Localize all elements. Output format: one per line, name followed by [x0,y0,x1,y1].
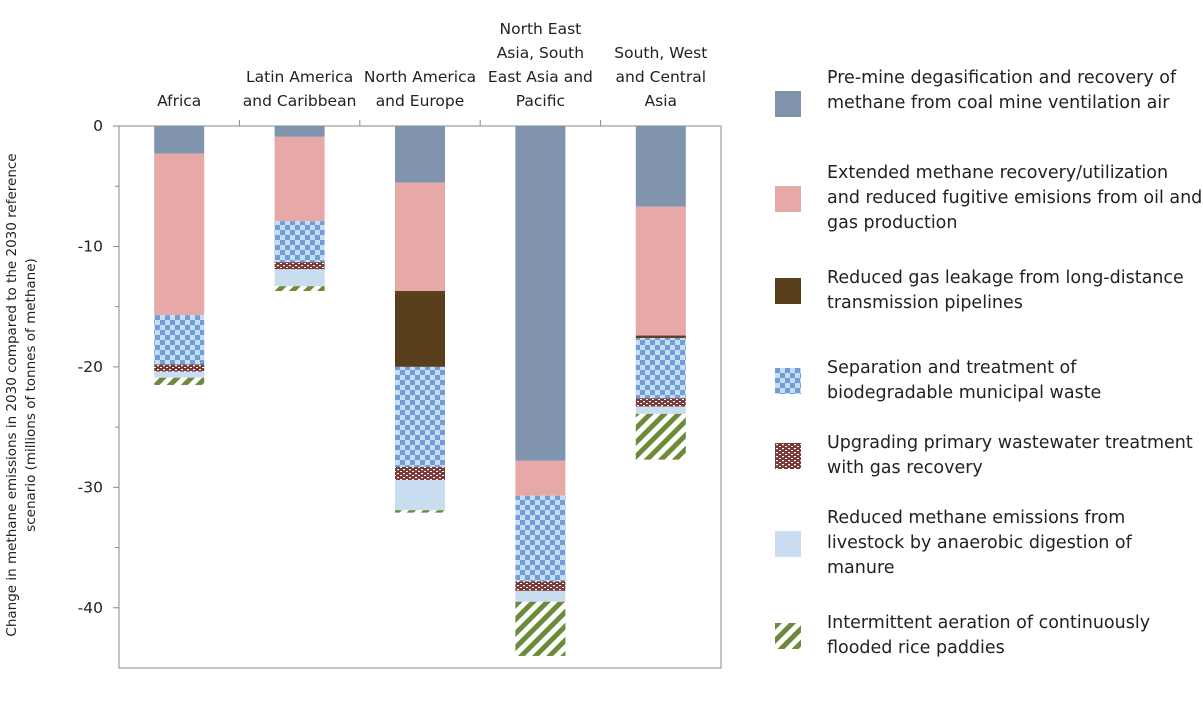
x-tick-label: North East Asia, South East Asia and Pacifi… [488,20,593,110]
x-tick-label: South, West and Central Asia [614,44,707,110]
bar-segment [154,371,205,378]
bar-segment [274,136,325,222]
bar-segment [395,291,445,367]
legend-swatch [775,368,801,394]
legend-label: Extended methane recovery/utilization an… [827,163,1203,233]
legend-swatch [775,623,801,649]
legend-label: Pre-mine degasification and recovery of … [827,68,1177,113]
bar-segment [635,337,686,399]
bar-segment [515,495,566,582]
bar-segment [395,182,445,292]
bar-segment [635,413,686,460]
bar-segment [154,153,205,316]
y-tick-label: -40 [78,599,103,617]
y-axis-label-text: Change in methane emissions in 2030 comp… [4,153,39,637]
bar-segment [274,269,325,287]
bar-segment [635,206,686,336]
legend-label: Intermittent aeration of continuously fl… [827,613,1151,658]
bar-segment [395,366,445,467]
bar-segment [395,126,445,183]
bar-segment [154,315,205,365]
legend-label: Separation and treatment of biodegradabl… [827,358,1102,403]
bar-segment [274,286,325,292]
bar-segment [274,221,325,263]
bar-segment [154,377,205,385]
bar-segment [515,590,566,602]
y-tick-label: -20 [78,358,103,376]
bar-segment [274,126,325,137]
bar-segment [635,335,686,338]
bar-segment [395,510,445,513]
bar-segment [635,398,686,407]
x-tick-label: Latin America and Caribbean [243,68,357,110]
bar-segment [515,601,566,656]
legend-swatch [775,530,801,557]
legend-swatch [775,185,801,212]
bar-segment [635,406,686,414]
legend-label: Reduced methane emissions from livestock… [827,508,1132,578]
bar-segment [274,262,325,270]
legend-swatch [775,278,801,304]
bar-segment [515,460,566,496]
bar-segment [154,364,205,372]
legend-label: Upgrading primary wastewater treatment w… [827,433,1193,478]
bar-segment [635,126,686,207]
y-tick-label: -10 [78,237,103,255]
legend-swatch [775,443,801,469]
legend-label: Reduced gas leakage from long-distance t… [827,268,1184,313]
bar-segment [154,126,205,154]
bar-segment [395,466,445,481]
y-tick-label: 0 [93,117,103,135]
x-tick-label: Africa [157,92,201,110]
bar-segment [515,126,566,461]
bar-segment [515,581,566,591]
legend-swatch [775,90,801,117]
bar-segment [395,480,445,511]
x-tick-label: North America and Europe [364,68,476,110]
y-tick-label: -30 [78,478,103,496]
